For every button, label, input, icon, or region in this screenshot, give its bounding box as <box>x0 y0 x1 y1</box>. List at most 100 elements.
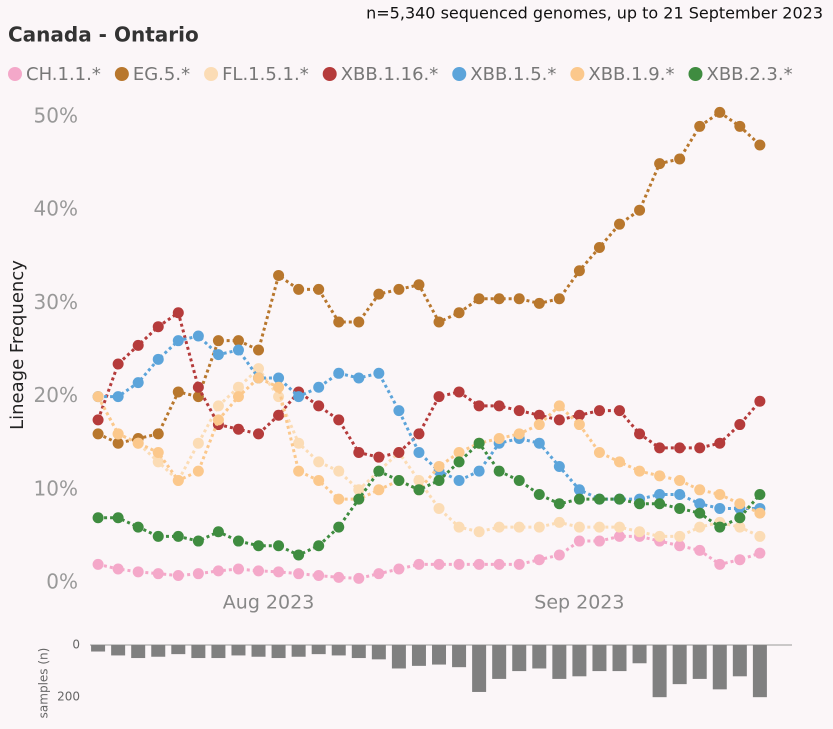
data-point <box>694 120 706 132</box>
data-point <box>533 437 545 449</box>
data-point <box>473 526 485 538</box>
data-point <box>253 372 265 384</box>
series-line <box>98 334 760 510</box>
data-point <box>493 558 505 570</box>
y-tick-label: 10% <box>34 476 78 500</box>
data-point <box>232 391 244 403</box>
data-point <box>413 447 425 459</box>
data-point <box>112 391 124 403</box>
data-point <box>172 307 184 319</box>
data-point <box>152 321 164 333</box>
data-point <box>152 428 164 440</box>
legend-label: XBB.2.3.* <box>706 64 792 85</box>
data-point <box>533 419 545 431</box>
data-point <box>192 330 204 342</box>
data-point <box>553 400 565 412</box>
bar <box>391 645 406 669</box>
data-point <box>333 521 345 533</box>
data-point <box>393 474 405 486</box>
data-point <box>473 400 485 412</box>
data-point <box>513 558 525 570</box>
data-point <box>313 381 325 393</box>
data-point <box>333 414 345 426</box>
data-point <box>513 521 525 533</box>
data-point <box>413 558 425 570</box>
data-point <box>172 335 184 347</box>
data-point <box>192 437 204 449</box>
data-point <box>714 437 726 449</box>
data-point <box>654 530 666 542</box>
data-point <box>112 512 124 524</box>
data-point <box>92 391 104 403</box>
data-point <box>293 283 305 295</box>
data-point <box>714 558 726 570</box>
data-point <box>373 288 385 300</box>
data-point <box>513 428 525 440</box>
data-point <box>674 488 686 500</box>
data-point <box>192 465 204 477</box>
data-point <box>313 570 325 582</box>
data-point <box>273 566 285 578</box>
data-point <box>353 493 365 505</box>
data-point <box>533 521 545 533</box>
data-point <box>714 502 726 514</box>
data-point <box>393 447 405 459</box>
data-point <box>152 568 164 580</box>
legend-marker <box>570 67 585 81</box>
legend-marker <box>688 67 703 81</box>
data-point <box>473 437 485 449</box>
y-axis-label: samples (n) <box>37 648 51 719</box>
data-point <box>232 381 244 393</box>
data-point <box>553 498 565 510</box>
data-point <box>453 521 465 533</box>
data-point <box>674 442 686 454</box>
data-point <box>493 465 505 477</box>
data-point <box>232 344 244 356</box>
data-point <box>694 507 706 519</box>
data-point <box>453 447 465 459</box>
data-point <box>453 456 465 468</box>
data-point <box>614 405 626 417</box>
series-line <box>96 310 762 459</box>
data-point <box>754 530 766 542</box>
y-tick-label: 0% <box>46 570 78 594</box>
data-point <box>413 279 425 291</box>
data-point <box>694 484 706 496</box>
data-point <box>333 571 345 583</box>
series-line <box>96 366 761 538</box>
data-point <box>212 565 224 577</box>
data-point <box>493 293 505 305</box>
data-point <box>513 474 525 486</box>
bar <box>271 645 286 659</box>
data-point <box>453 386 465 398</box>
bar <box>752 645 767 698</box>
bar <box>131 645 146 659</box>
bar <box>452 645 467 668</box>
data-point <box>313 456 325 468</box>
data-point <box>433 474 445 486</box>
data-point <box>373 484 385 496</box>
data-point <box>754 488 766 500</box>
bar <box>692 645 707 679</box>
legend-label: CH.1.1.* <box>26 64 101 85</box>
data-point <box>232 535 244 547</box>
data-point <box>313 474 325 486</box>
data-point <box>393 405 405 417</box>
data-point <box>734 512 746 524</box>
data-point <box>333 316 345 328</box>
data-point <box>714 106 726 118</box>
data-point <box>573 521 585 533</box>
data-point <box>192 535 204 547</box>
data-point <box>634 428 646 440</box>
data-point <box>212 526 224 538</box>
data-point <box>473 465 485 477</box>
data-point <box>172 386 184 398</box>
bar <box>151 645 166 657</box>
legend-marker <box>204 67 219 81</box>
data-point <box>754 395 766 407</box>
data-point <box>253 565 265 577</box>
y-tick-label: 30% <box>34 290 78 314</box>
data-point <box>212 335 224 347</box>
data-point <box>132 339 144 351</box>
bar <box>211 645 226 659</box>
